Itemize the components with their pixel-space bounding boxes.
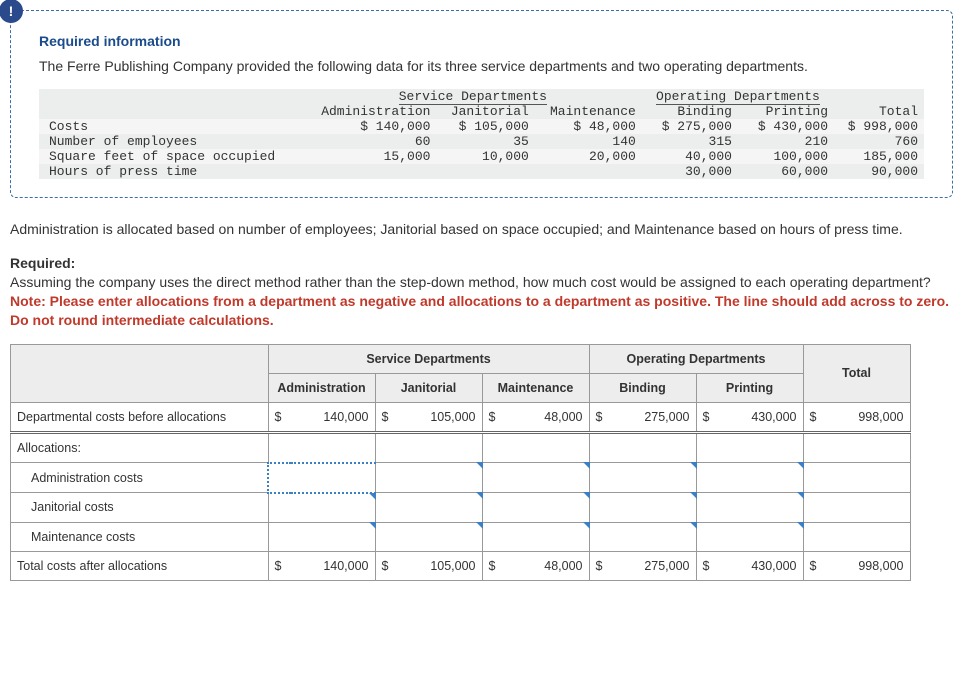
input-admin-jan[interactable]: [375, 463, 482, 493]
ans-group-operating: Operating Departments: [589, 344, 803, 373]
ans-total-label: Total: [803, 344, 910, 402]
data-table: Service Departments Operating Department…: [39, 89, 924, 179]
required-info-title: Required information: [39, 33, 924, 49]
ans-col-binding: Binding: [589, 373, 696, 402]
input-jan-print[interactable]: [696, 493, 803, 523]
input-admin-bind[interactable]: [589, 463, 696, 493]
input-maint-maint[interactable]: [482, 522, 589, 551]
input-admin-admin[interactable]: [268, 463, 375, 493]
note-text: Note: Please enter allocations from a de…: [10, 292, 953, 330]
col-binding: Binding: [642, 104, 738, 119]
col-printing: Printing: [738, 104, 834, 119]
col-janitorial: Janitorial: [436, 104, 534, 119]
row-allocations: Allocations:: [11, 432, 911, 463]
row-maintenance-costs: Maintenance costs: [11, 522, 911, 551]
input-jan-bind[interactable]: [589, 493, 696, 523]
col-admin: Administration: [304, 104, 437, 119]
answer-table: Service Departments Operating Department…: [10, 344, 911, 581]
row-admin-costs: Administration costs: [11, 463, 911, 493]
ans-group-service: Service Departments: [268, 344, 589, 373]
input-jan-maint[interactable]: [482, 493, 589, 523]
input-maint-jan[interactable]: [375, 522, 482, 551]
group-operating: Operating Departments: [656, 89, 820, 105]
info-card: ! Required information The Ferre Publish…: [10, 10, 953, 198]
input-maint-print[interactable]: [696, 522, 803, 551]
input-maint-bind[interactable]: [589, 522, 696, 551]
group-service: Service Departments: [399, 89, 547, 105]
ans-col-maintenance: Maintenance: [482, 373, 589, 402]
alert-badge: !: [0, 0, 23, 23]
ans-col-printing: Printing: [696, 373, 803, 402]
allocation-note: Administration is allocated based on num…: [10, 220, 953, 239]
row-costs-label: Costs: [39, 119, 304, 134]
row-janitorial-costs: Janitorial costs: [11, 493, 911, 523]
required-label: Required:: [10, 254, 953, 273]
row-dept-costs: Departmental costs before allocations $1…: [11, 402, 911, 432]
row-employees-label: Number of employees: [39, 134, 304, 149]
row-total-after: Total costs after allocations $140,000 $…: [11, 551, 911, 580]
row-sqft-label: Square feet of space occupied: [39, 149, 304, 164]
input-admin-maint[interactable]: [482, 463, 589, 493]
input-admin-print[interactable]: [696, 463, 803, 493]
input-maint-admin[interactable]: [268, 522, 375, 551]
input-jan-admin[interactable]: [268, 493, 375, 523]
ans-col-janitorial: Janitorial: [375, 373, 482, 402]
row-hours-label: Hours of press time: [39, 164, 304, 179]
intro-text: The Ferre Publishing Company provided th…: [39, 57, 924, 75]
col-maintenance: Maintenance: [535, 104, 642, 119]
required-text: Assuming the company uses the direct met…: [10, 273, 953, 292]
ans-col-admin: Administration: [268, 373, 375, 402]
col-total: Total: [834, 104, 924, 119]
input-jan-jan[interactable]: [375, 493, 482, 523]
